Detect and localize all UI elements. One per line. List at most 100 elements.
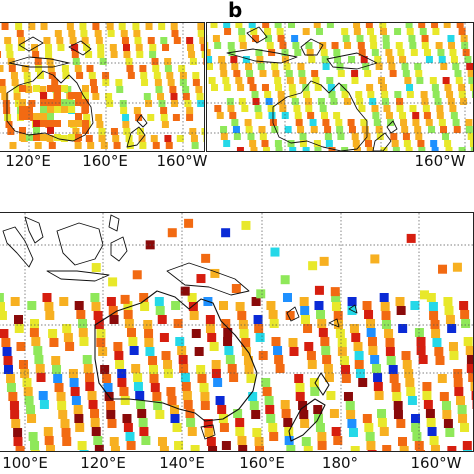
data-cell [389,374,399,383]
data-cell [171,301,181,310]
data-cell [82,85,89,92]
data-cell [406,233,416,243]
data-cell [161,121,169,128]
data-cell [373,119,381,126]
data-cell [445,315,455,324]
data-cell [93,436,103,445]
data-cell [167,396,177,405]
data-cell [95,37,103,44]
data-cell [238,445,248,451]
data-cell [470,147,473,151]
data-cell [200,401,210,410]
data-cell [119,387,129,396]
data-cell [182,86,190,93]
data-cell [196,274,206,284]
island-outline [300,38,324,56]
data-cell [362,301,372,310]
data-cell [285,70,293,77]
data-cell [100,365,110,374]
data-cell [223,23,231,28]
data-cell [87,391,97,400]
data-cell [207,63,214,70]
data-cell [268,423,278,432]
data-cell [257,63,265,70]
data-cell [396,98,404,105]
data-cell [321,346,331,355]
data-cell [123,310,133,319]
data-cell [183,400,193,409]
new-zealand-outline [314,372,330,396]
data-cell [331,427,341,436]
data-cells [0,23,204,149]
data-cell [133,30,141,37]
data-cell [10,297,20,306]
data-cell [19,113,26,120]
data-cell [391,140,399,147]
data-cell [98,128,106,135]
data-cell [143,320,153,329]
data-cell [90,293,100,302]
data-cell [69,378,79,387]
data-cell [118,23,126,30]
data-cell [431,23,439,28]
new-zealand-outline [136,114,148,128]
data-cell [380,302,390,311]
data-cell [458,414,468,423]
data-cell [385,112,393,119]
data-cell [8,65,16,72]
data-cell [187,44,195,51]
data-cell [432,338,442,347]
data-cell [310,387,320,396]
data-cell [150,135,158,142]
data-cell [46,58,54,65]
data-cell [402,360,412,369]
data-cell [5,121,13,128]
data-cell [186,418,196,427]
data-cell [154,79,162,86]
data-cell [1,93,9,100]
data-cell [460,423,470,432]
borneo-outline [56,222,104,266]
data-cell [371,49,379,56]
data-cell [251,410,261,419]
data-cell [164,58,172,65]
data-cell [150,383,160,392]
data-cell [233,409,243,418]
data-cell [57,401,67,410]
data-cell [121,37,129,44]
island-outline [286,306,300,322]
data-cell [249,401,259,410]
data-cell [442,133,450,140]
data-cell [279,105,287,112]
data-cell [434,98,442,105]
data-cell [261,140,269,147]
data-cell [421,42,429,49]
data-cell [423,49,431,56]
data-cell [230,56,238,63]
data-cell [139,293,149,302]
data-cell [264,91,272,98]
data-cell [440,63,448,70]
data-cell [102,72,110,79]
data-cell [288,338,298,347]
data-cell [117,378,127,387]
data-cell [322,63,330,70]
data-cell [414,63,422,70]
data-cell [453,378,463,387]
data-cell [62,324,72,333]
data-cell [122,414,132,423]
data-cell [418,355,428,364]
data-cell [179,364,189,373]
data-cell [91,302,101,311]
data-cell [205,315,215,324]
data-cell [0,79,6,86]
data-cell [379,427,389,436]
data-cell [197,100,204,107]
data-cell [212,35,220,42]
data-cell [106,297,116,306]
data-cell [54,106,61,113]
data-cell [264,28,272,35]
data-cell [343,98,351,105]
australia-outline [272,80,368,151]
data-cell [374,56,382,63]
